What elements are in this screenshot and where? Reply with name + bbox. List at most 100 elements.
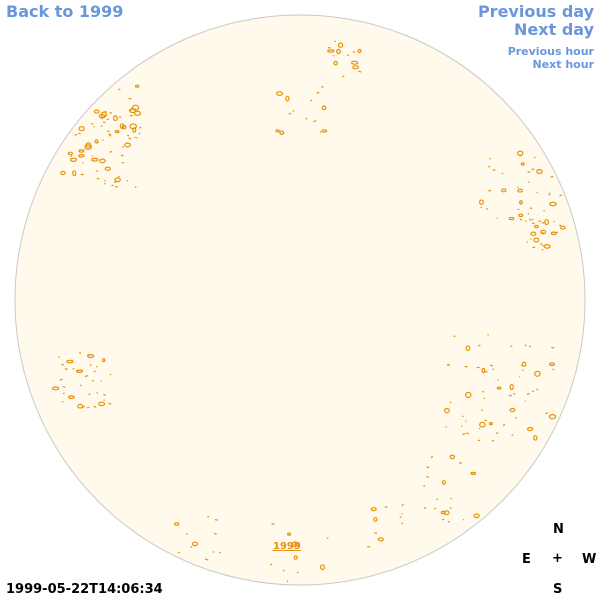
sunspot-mark [423, 507, 427, 510]
sunspot-mark [78, 126, 85, 132]
sunspot-mark [462, 518, 465, 521]
sunspot-mark [436, 498, 439, 501]
sunspot-mark [139, 126, 142, 129]
sun-disk-outline [14, 14, 586, 586]
next-hour-link[interactable]: Next hour [532, 58, 595, 71]
sunspot-mark [470, 471, 477, 475]
year-link[interactable]: 1999 [273, 541, 301, 552]
sunspot-mark [292, 109, 295, 112]
sunspot-mark [441, 480, 446, 485]
sunspot-mark [533, 237, 540, 243]
sunspot-mark [61, 363, 64, 366]
sunspot-mark [509, 384, 514, 391]
sunspot-mark [129, 123, 138, 130]
sunspot-mark [64, 368, 68, 370]
sunspot-mark [483, 397, 486, 400]
sunspot-mark [399, 516, 402, 518]
sunspot-mark [477, 344, 481, 347]
compass-south: S [553, 582, 563, 597]
sunspot-mark [74, 133, 78, 136]
previous-day-link[interactable]: Previous day [477, 2, 594, 21]
sunspot-mark [477, 439, 481, 442]
sunspot-mark [131, 104, 140, 111]
back-to-year-link[interactable]: Back to 1999 [6, 2, 124, 21]
sunspot-mark [91, 379, 95, 382]
sunspot-mark [72, 367, 75, 370]
sunspot-mark [346, 54, 350, 57]
sunspot-mark [476, 366, 480, 369]
sunspot-mark [93, 109, 100, 114]
sunspot-mark [321, 129, 328, 133]
sunspot-mark [526, 392, 530, 395]
sunspot-mark [102, 139, 104, 141]
sunspot-mark [58, 356, 60, 358]
sunspot-mark [271, 522, 275, 525]
sunspot-mark [134, 186, 137, 189]
compass-north: N [553, 522, 564, 537]
sunspot-mark [321, 105, 327, 111]
sunspot-mark [519, 200, 523, 205]
sunspot-mark [352, 51, 356, 54]
sunspot-mark [117, 175, 120, 178]
sunspot-mark [133, 110, 142, 117]
sunspot-mark [530, 231, 537, 236]
sunspot-mark [212, 551, 215, 553]
next-day-link[interactable]: Next day [514, 20, 594, 39]
sunspot-mark [440, 510, 446, 515]
sunspot-mark [118, 88, 121, 91]
sunspot-mark [489, 364, 494, 367]
sunspot-mark [103, 182, 106, 185]
sunspot-mark [106, 118, 109, 121]
sunspot-mark [484, 370, 488, 373]
sunspot-mark [108, 402, 112, 405]
sunspot-mark [552, 368, 555, 371]
sunspot-mark [114, 185, 118, 188]
previous-hour-link[interactable]: Previous hour [507, 45, 594, 58]
sunspot-mark [285, 95, 290, 102]
sunspot-mark [548, 362, 555, 367]
sunspot-mark [373, 517, 378, 522]
sunspot-mark [91, 155, 94, 157]
sunspot-mark [441, 518, 445, 521]
sunspot-mark [67, 151, 74, 156]
sunspot-mark [190, 546, 193, 549]
sunspot-mark [560, 225, 566, 230]
sunspot-mark [61, 400, 64, 403]
sunspot-mark [104, 110, 107, 113]
sunspot-mark [60, 170, 66, 176]
sunspot-mark [84, 375, 89, 378]
compass-west: W [582, 552, 597, 567]
sunspot-mark [430, 456, 434, 459]
sunspot-mark [191, 541, 199, 547]
sunspot-mark [384, 506, 388, 508]
sunspot-mark [488, 422, 493, 426]
sunspot-mark [121, 161, 125, 164]
sunspot-mark [69, 157, 78, 162]
sunspot-mark [357, 48, 362, 54]
sunspot-mark [98, 113, 106, 119]
sunspot-mark [543, 210, 545, 212]
sunspot-mark [465, 432, 470, 435]
sunspot-mark [370, 507, 377, 512]
sunspot-mark [336, 48, 341, 55]
sunspot-mark [316, 91, 320, 94]
sunspot-mark [305, 117, 308, 120]
sunspot-mark [77, 403, 84, 409]
sunspot-mark [488, 189, 492, 192]
sunspot-mark [276, 91, 284, 96]
sunspot-mark [443, 407, 450, 414]
sunspot-mark [287, 532, 292, 536]
sunspot-mark [84, 144, 92, 150]
sunspot-mark [487, 333, 490, 336]
sunspot-mark [126, 179, 129, 182]
sunspot-mark [548, 194, 551, 196]
sunspot-mark [124, 142, 131, 148]
sunspot-mark [502, 423, 506, 427]
sunspot-mark [327, 49, 335, 53]
sunspot-mark [129, 114, 133, 117]
sunspot-mark [401, 522, 404, 525]
sunspot-mark [479, 199, 484, 206]
sunspot-mark [85, 142, 92, 148]
sunspot-mark [113, 181, 116, 184]
sunspot-mark [62, 386, 66, 388]
